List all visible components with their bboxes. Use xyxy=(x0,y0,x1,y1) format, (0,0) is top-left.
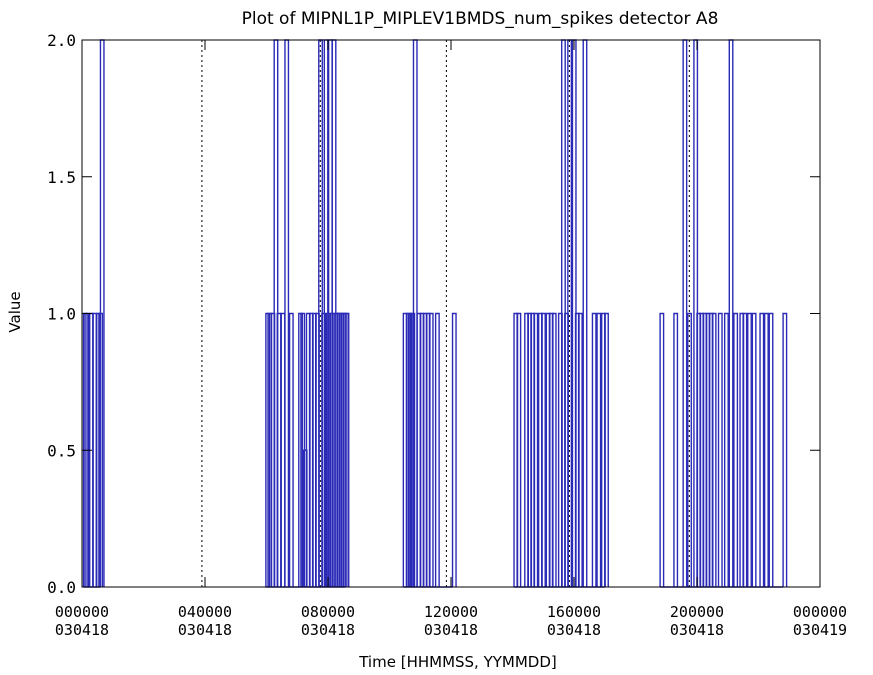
x-tick-time-0: 000000 xyxy=(55,603,109,621)
y-tick-label-3: 1.5 xyxy=(47,168,76,187)
spike-67 xyxy=(591,312,597,587)
spike-93 xyxy=(782,312,788,587)
spike-65 xyxy=(577,312,583,587)
y-axis-label: Value xyxy=(6,291,24,332)
y-tick-label-1: 0.5 xyxy=(47,441,76,460)
x-tick-time-6: 000000 xyxy=(793,603,847,621)
dotted-lines-layer xyxy=(201,40,690,587)
x-axis-label: Time [HHMMSS, YYMMDD] xyxy=(358,653,557,671)
spike-53 xyxy=(533,312,539,587)
spike-85 xyxy=(733,312,739,587)
spike-series xyxy=(82,39,788,588)
y-tick-label-0: 0.0 xyxy=(47,578,76,597)
y-tick-label-4: 2.0 xyxy=(47,31,76,50)
spike-46 xyxy=(434,312,440,587)
spike-68 xyxy=(596,312,602,587)
spike-72 xyxy=(673,312,679,587)
spike-47 xyxy=(451,312,457,587)
spike-91 xyxy=(763,312,769,587)
spike-38 xyxy=(407,312,413,587)
spike-71 xyxy=(659,312,665,587)
spike-92 xyxy=(768,312,774,587)
x-tick-date-6: 030419 xyxy=(793,621,847,639)
x-tick-date-2: 030418 xyxy=(301,621,355,639)
spike-14 xyxy=(288,312,294,587)
spike-45 xyxy=(428,312,434,587)
spike-23 xyxy=(321,312,327,587)
chart-title: Plot of MIPNL1P_MIPLEV1BMDS_num_spikes d… xyxy=(242,9,719,29)
spike-81 xyxy=(711,312,717,587)
x-tick-time-2: 080000 xyxy=(301,603,355,621)
spike-90 xyxy=(759,312,765,587)
x-tick-time-1: 040000 xyxy=(178,603,232,621)
spike-70 xyxy=(604,312,609,587)
spike-35 xyxy=(344,312,350,587)
spike-55 xyxy=(541,312,546,587)
spike-82 xyxy=(717,312,723,587)
x-tick-date-0: 030418 xyxy=(55,621,109,639)
x-tick-date-1: 030418 xyxy=(178,621,232,639)
x-tick-time-4: 160000 xyxy=(547,603,601,621)
x-tick-date-3: 030418 xyxy=(424,621,478,639)
tick-labels: 0.00.51.01.52.00000000304180400000304180… xyxy=(47,31,847,639)
spike-89 xyxy=(751,312,757,587)
spike-83 xyxy=(723,312,729,587)
spike-88 xyxy=(747,312,752,587)
spike-87 xyxy=(742,312,748,587)
spike-58 xyxy=(551,312,557,587)
x-tick-time-5: 200000 xyxy=(670,603,724,621)
x-tick-date-4: 030418 xyxy=(547,621,601,639)
spike-74 xyxy=(687,312,692,587)
x-tick-date-5: 030418 xyxy=(670,621,724,639)
spike-39 xyxy=(410,312,416,587)
spike-49 xyxy=(516,312,522,587)
x-tick-time-3: 120000 xyxy=(424,603,478,621)
y-tick-label-2: 1.0 xyxy=(47,305,76,324)
